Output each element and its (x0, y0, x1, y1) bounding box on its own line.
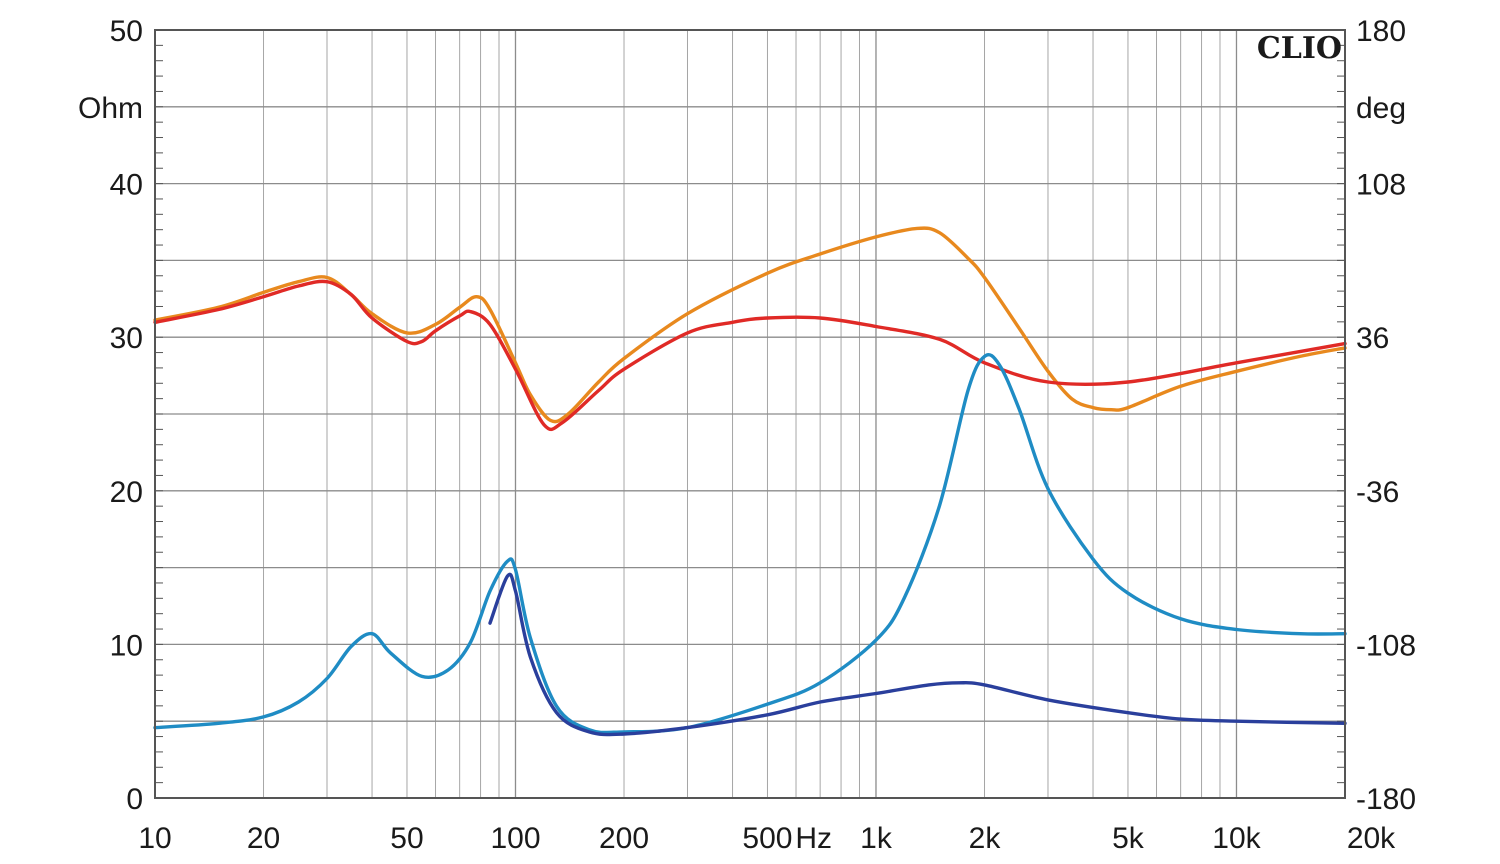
x-tick-label: 100 (490, 822, 540, 855)
series-line-4 (488, 572, 1347, 737)
y2-tick-label: 108 (1356, 169, 1406, 202)
x-tick-label: 2k (969, 822, 1002, 855)
y-unit-label: Ohm (78, 92, 143, 125)
x-tick-label: 20 (247, 822, 280, 855)
y2-tick-label: 180 (1356, 15, 1406, 48)
x-tick-label: 200 (599, 822, 649, 855)
y-tick-label: 20 (110, 476, 143, 509)
x-tick-label: 5k (1112, 822, 1145, 855)
series-line-2 (153, 279, 1347, 432)
axis-labels: 0 10 20 30 40 50 -180 -108 -36 36 108 180 10 20 50 100 2… (78, 15, 1416, 855)
x-tick-label: 1k (860, 822, 893, 855)
y2-tick-label: 36 (1356, 322, 1389, 355)
plot-curves (153, 226, 1347, 737)
x-tick-label: 10 (138, 822, 171, 855)
y2-tick-label: -36 (1356, 476, 1399, 509)
x-unit-label: Hz (795, 822, 832, 855)
y-tick-label: 30 (110, 322, 143, 355)
x-tick-label: 50 (390, 822, 423, 855)
x-tick-label: 20k (1347, 822, 1396, 855)
series-line-1 (153, 226, 1347, 424)
plot-grid (154, 29, 1346, 799)
plot-frame (154, 29, 1346, 799)
series-line-3 (153, 352, 1347, 735)
y2-unit-label: deg (1356, 92, 1406, 125)
y-tick-label: 10 (110, 629, 143, 662)
x-tick-label: 10k (1212, 822, 1261, 855)
y-tick-label: 40 (110, 169, 143, 202)
y-tick-label: 0 (126, 783, 143, 816)
x-tick-label: 500 (742, 822, 792, 855)
y2-tick-label: -108 (1356, 629, 1416, 662)
brand-logo: CLIO (1257, 31, 1342, 66)
y-tick-label: 50 (110, 15, 143, 48)
y2-tick-label: -180 (1356, 783, 1416, 816)
